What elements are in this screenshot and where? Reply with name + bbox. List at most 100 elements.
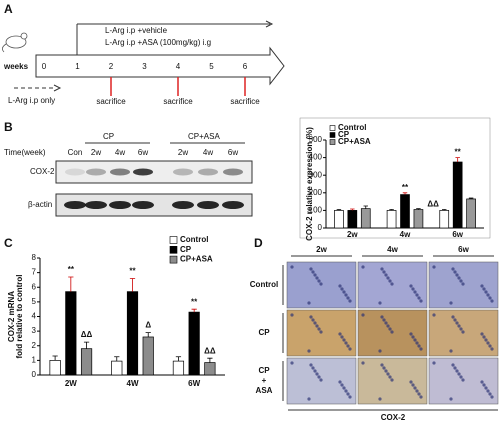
bar [466, 198, 476, 229]
event-label: sacrifice [96, 97, 126, 106]
nucleus [480, 284, 484, 288]
significance: ΔΔ [427, 200, 439, 209]
nucleus [461, 282, 465, 286]
panel-label: C [4, 236, 13, 250]
nucleus [342, 290, 346, 294]
nucleus [338, 284, 342, 288]
y-tick-label: 0 [318, 223, 323, 232]
significance: ΔΔ [204, 346, 216, 355]
error-bar [191, 308, 197, 313]
nucleus [380, 363, 384, 367]
error-bar [175, 356, 182, 362]
nucleus [342, 386, 346, 390]
nucleus [490, 299, 494, 303]
error-bar [350, 208, 355, 211]
significance: ** [455, 148, 462, 157]
y-tick-label: 400 [309, 153, 323, 162]
nucleus [382, 318, 386, 322]
lane-label: 6w [138, 148, 148, 157]
significance: ΔΔ [81, 330, 93, 339]
column-label: 6w [458, 245, 469, 254]
nucleus [453, 366, 457, 370]
bar [413, 209, 424, 229]
nucleus [459, 327, 463, 331]
row-label-line: + [262, 376, 267, 385]
nucleus [340, 335, 344, 339]
bar [386, 210, 397, 229]
group-label: CP [103, 132, 114, 141]
week-label: 0 [42, 62, 47, 71]
actin-band [222, 201, 244, 209]
nucleus [346, 296, 350, 300]
legend-label: CP [338, 130, 350, 139]
error-bar [336, 209, 342, 211]
nucleus [484, 290, 488, 294]
error-bar [389, 209, 394, 211]
lane-label: 4w [203, 148, 213, 157]
timeline-arrow [35, 46, 285, 86]
nucleus [344, 293, 348, 297]
y-axis-title: COX-2 mRNAfold relative to control [7, 274, 24, 358]
y-tick-label: 200 [309, 188, 323, 197]
nucleus [480, 380, 484, 384]
nucleus [361, 313, 365, 317]
nucleus [346, 392, 350, 396]
nucleus [317, 279, 321, 283]
nucleus [409, 380, 413, 384]
cox2-band [133, 168, 153, 176]
protein-label: COX-2 [30, 167, 55, 176]
nucleus [449, 349, 453, 353]
row-label: Time(week) [4, 148, 46, 157]
actin-band [132, 201, 154, 209]
nucleus [413, 290, 417, 294]
cox2-band [110, 168, 130, 176]
error-bar [441, 209, 447, 211]
nucleus [432, 265, 436, 269]
nucleus [449, 301, 453, 305]
week-label: 5 [209, 62, 214, 71]
y-tick-label: 2 [32, 341, 37, 350]
error-bar [83, 341, 90, 349]
nucleus [455, 273, 459, 277]
nucleus [417, 296, 421, 300]
pre-label: L-Arg i.p only [8, 96, 55, 105]
nucleus [346, 344, 350, 348]
nucleus [451, 363, 455, 367]
nucleus [348, 395, 352, 399]
actin-band [85, 201, 107, 209]
nucleus [344, 389, 348, 393]
nucleus [488, 344, 492, 348]
x-tick-label: 4W [127, 379, 139, 388]
x-tick-label: 2W [65, 379, 77, 388]
error-bar [68, 276, 74, 292]
nucleus [488, 296, 492, 300]
error-bar [455, 157, 460, 162]
axis-label: weeks [3, 62, 29, 71]
y-tick-label: 4 [32, 312, 37, 321]
bar [204, 362, 216, 376]
nucleus [307, 301, 311, 305]
nucleus [461, 330, 465, 334]
nucleus [457, 276, 461, 280]
nucleus [317, 327, 321, 331]
legend-label: Control [180, 235, 208, 244]
bar [80, 348, 93, 376]
nucleus [484, 338, 488, 342]
ihc-image [357, 357, 428, 405]
nucleus [419, 347, 423, 351]
significance: ** [191, 297, 198, 306]
nucleus [453, 270, 457, 274]
actin-band [172, 201, 194, 209]
y-axis-title: COX-2 relative expression (%) [305, 127, 314, 241]
nucleus [455, 321, 459, 325]
nucleus [315, 372, 319, 376]
nucleus [382, 366, 386, 370]
error-bar [402, 192, 408, 195]
nucleus [340, 383, 344, 387]
bar [452, 161, 463, 229]
nucleus [380, 315, 384, 319]
nucleus [411, 383, 415, 387]
bar [188, 311, 200, 376]
y-axis-title-line: COX-2 relative expression (%) [305, 127, 314, 241]
